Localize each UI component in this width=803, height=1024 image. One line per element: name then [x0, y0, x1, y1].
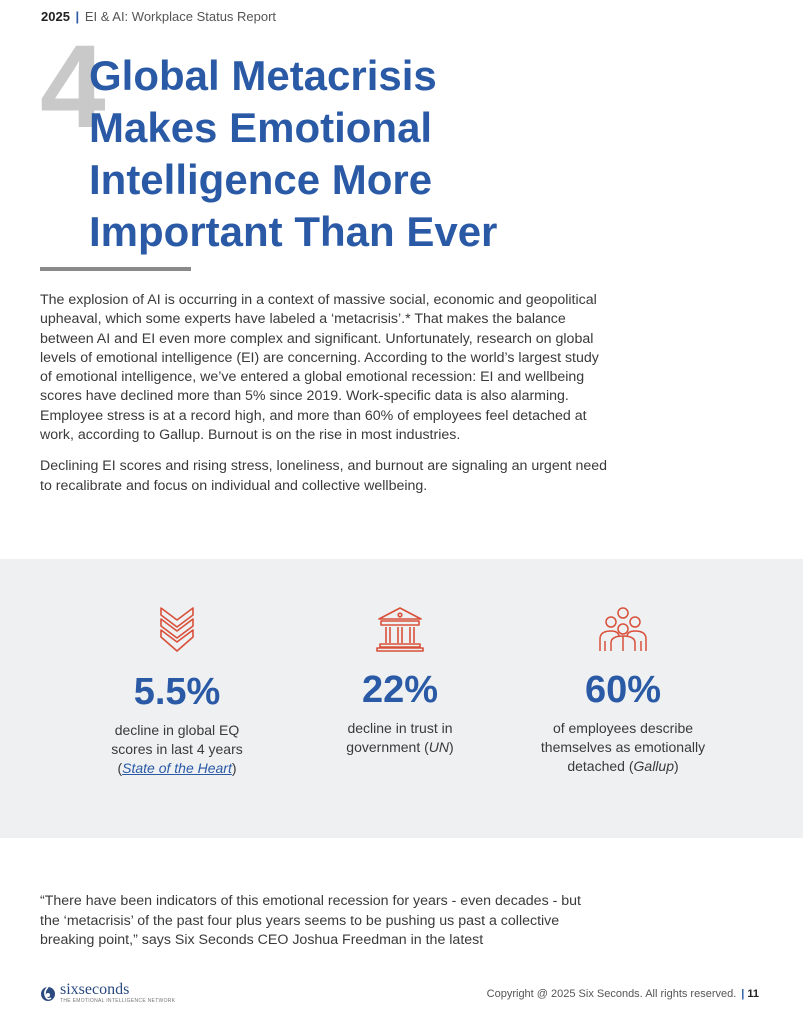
stat-value: 22%	[361, 669, 439, 711]
title-line: Important Than Ever	[89, 208, 498, 255]
stat-description: decline in trust in government (UN)	[346, 720, 454, 755]
title-underline	[40, 267, 191, 271]
report-title: EI & AI: Workplace Status Report	[84, 9, 277, 24]
stat-desc-line: decline in trust in	[347, 720, 453, 736]
stat-value: 5.5%	[133, 671, 221, 713]
stat-desc-line: scores in last 4 years	[111, 741, 243, 757]
page-footer: Copyright @ 2025 Six Seconds. All rights…	[487, 988, 759, 1000]
copyright-text: Copyright @ 2025 Six Seconds. All rights…	[486, 988, 737, 1000]
stat-detached-employees: 60% of employees describe themselves as …	[503, 559, 743, 776]
stat-eq-decline: 5.5% decline in global EQ scores in last…	[57, 559, 297, 778]
stats-band: 5.5% decline in global EQ scores in last…	[0, 559, 803, 838]
stat-desc-line: decline in global EQ	[114, 722, 240, 738]
chapter-number: 4	[40, 21, 106, 153]
chapter-title: Global Metacrisis Makes Emotional Intell…	[89, 50, 609, 258]
body-paragraph: Declining EI scores and rising stress, l…	[40, 458, 608, 494]
report-header: 2025 | EI & AI: Workplace Status Report	[41, 9, 276, 24]
stat-desc-line: themselves as emotionally	[540, 739, 706, 755]
body-paragraph: The explosion of AI is occurring in a co…	[40, 292, 599, 444]
sixseconds-logo-mark-icon	[41, 986, 55, 1001]
stat-value: 60%	[584, 669, 662, 711]
stat-trust-decline: 22% decline in trust in government (UN)	[280, 559, 520, 757]
chevron-down-icon	[160, 607, 194, 652]
header-separator: |	[75, 9, 80, 24]
body-text: The explosion of AI is occurring in a co…	[40, 291, 610, 508]
title-line: Intelligence More	[89, 156, 433, 203]
stat-desc-line: of employees describe	[552, 720, 694, 736]
stat-description: of employees describe themselves as emot…	[540, 720, 706, 774]
logo-text: sixseconds THE EMOTIONAL INTELLIGENCE NE…	[60, 981, 176, 1005]
stat-description: decline in global EQ scores in last 4 ye…	[111, 722, 243, 776]
bank-building-icon	[376, 607, 424, 652]
stat-source: UN	[428, 739, 450, 755]
logo-name: sixseconds	[60, 981, 130, 998]
people-group-icon	[599, 607, 647, 651]
source-link[interactable]: State of the Heart	[122, 760, 232, 776]
title-line: Makes Emotional	[89, 104, 433, 151]
quote-text: “There have been indicators of this emot…	[40, 893, 581, 948]
footer-separator: |	[741, 988, 745, 1000]
stat-desc-line: detached	[567, 758, 625, 774]
title-line: Global Metacrisis	[89, 52, 437, 99]
page-number: 11	[747, 988, 759, 1000]
logo-tagline: THE EMOTIONAL INTELLIGENCE NETWORK	[60, 998, 176, 1004]
report-year: 2025	[41, 9, 70, 24]
stat-desc-line: government	[346, 739, 421, 755]
sixseconds-logo: sixseconds THE EMOTIONAL INTELLIGENCE NE…	[40, 982, 175, 1004]
stat-source: Gallup	[633, 758, 674, 774]
